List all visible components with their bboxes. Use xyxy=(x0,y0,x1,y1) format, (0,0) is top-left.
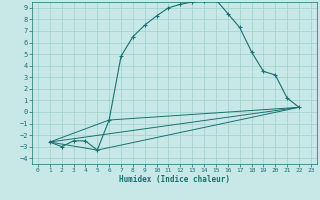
X-axis label: Humidex (Indice chaleur): Humidex (Indice chaleur) xyxy=(119,175,230,184)
